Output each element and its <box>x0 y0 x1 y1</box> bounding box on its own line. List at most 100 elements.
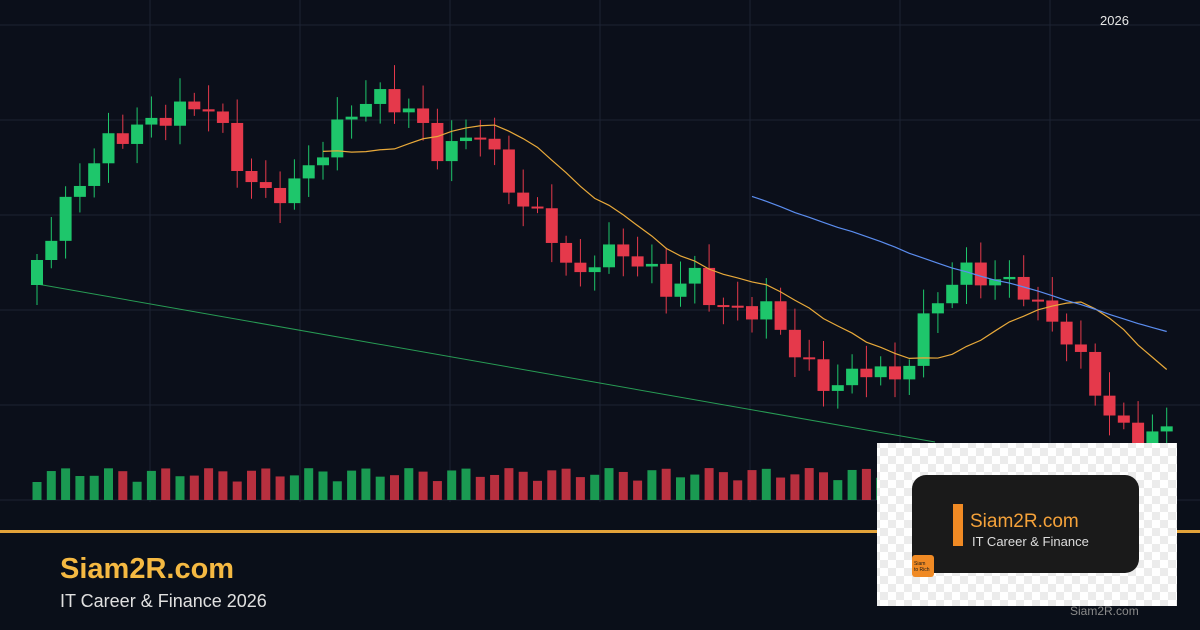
candle-body <box>445 141 458 162</box>
volume-bar <box>533 480 542 500</box>
volume-bar <box>261 468 271 500</box>
logo-card <box>912 475 1139 573</box>
volume-bar <box>561 468 571 500</box>
volume-bar <box>776 477 786 500</box>
logo-icon <box>912 555 934 577</box>
candle-body <box>703 267 716 306</box>
volume-bar <box>547 470 557 500</box>
volume-bar <box>819 472 828 500</box>
volume-bar <box>247 470 256 500</box>
volume-bar <box>790 474 800 500</box>
candle-body <box>174 101 186 126</box>
volume-bar <box>146 470 156 500</box>
candle-body <box>803 357 816 360</box>
candle-body <box>746 306 758 320</box>
volume-bar <box>161 468 171 500</box>
volume-bar <box>633 480 643 500</box>
volume-bar <box>718 472 728 500</box>
candle-body <box>817 359 830 391</box>
candle-body <box>645 263 658 267</box>
volume-bar <box>318 471 328 500</box>
candle-body <box>431 122 444 162</box>
volume-bar <box>647 470 657 500</box>
logo-overlay: Siam2R.com IT Career & Finance Siam to R… <box>877 443 1177 606</box>
candle-body <box>531 206 544 209</box>
candle-body <box>946 284 959 304</box>
candle-body <box>960 262 973 285</box>
logo-icon-text: to Rich <box>914 567 930 573</box>
volume-bar <box>304 468 314 500</box>
candle-body <box>374 89 387 104</box>
volume-bar <box>175 476 185 500</box>
volume-bar <box>132 481 142 500</box>
volume-bar <box>32 482 42 500</box>
candle-body <box>274 187 287 204</box>
candle-body <box>688 267 701 284</box>
candle-body <box>1160 426 1173 432</box>
candle-body <box>31 260 43 285</box>
volume-bar <box>418 471 428 500</box>
candle-body <box>474 137 487 140</box>
volume-bar <box>690 474 700 500</box>
watermark: Siam2R.com <box>1070 604 1139 618</box>
candle-body <box>345 116 358 120</box>
candle-body <box>288 178 301 204</box>
volume-bar <box>89 475 99 500</box>
volume-bar <box>432 481 442 500</box>
candle-body <box>731 305 744 308</box>
volume-bar <box>861 468 871 500</box>
volume-bar <box>61 468 71 500</box>
volume-bar <box>461 468 471 500</box>
candle-body <box>760 301 773 320</box>
volume-bar <box>804 468 814 500</box>
candle-body <box>388 89 401 113</box>
candle-body <box>402 108 415 113</box>
volume-bar <box>604 468 614 500</box>
volume-bar <box>733 480 743 500</box>
volume-bar <box>504 468 514 500</box>
candle-body <box>1132 422 1145 448</box>
volume-bar <box>275 476 285 500</box>
volume-bar <box>747 470 757 500</box>
volume-bar <box>375 476 385 500</box>
candle-body <box>603 244 615 268</box>
candle-body <box>846 368 859 386</box>
candle-body <box>574 262 587 273</box>
volume-bar <box>218 471 228 500</box>
candle-body <box>889 366 901 380</box>
volume-bar <box>833 480 843 500</box>
candle-body <box>903 365 916 380</box>
volume-bar <box>204 468 214 500</box>
candle-body <box>73 185 86 197</box>
candle-body <box>1017 276 1030 300</box>
candle-body <box>159 117 172 126</box>
candle-body <box>1046 300 1059 322</box>
candle-body <box>216 111 229 123</box>
candles <box>31 65 1173 466</box>
volume-bar <box>447 470 457 500</box>
candle-body <box>231 122 244 171</box>
candle-body <box>545 208 558 243</box>
candle-body <box>788 329 801 358</box>
grid <box>0 0 1200 502</box>
candle-body <box>989 279 1002 286</box>
candle-body <box>617 244 630 257</box>
logo-tagline: IT Career & Finance <box>972 534 1089 549</box>
volume-bar <box>676 477 685 500</box>
candle-body <box>831 385 844 391</box>
volume-bar <box>189 475 199 500</box>
volume-bar <box>104 468 113 500</box>
volume-bar <box>518 471 528 500</box>
volume-bar <box>475 476 485 500</box>
volume-bar <box>404 468 414 500</box>
volume-bar <box>289 475 299 500</box>
candle-body <box>931 303 944 314</box>
candle-body <box>1074 344 1087 352</box>
brand-tagline: IT Career & Finance 2026 <box>60 591 267 611</box>
logo-accent <box>953 504 963 546</box>
divider <box>0 530 1200 533</box>
candle-body <box>331 119 344 158</box>
logo-name: Siam2R.com <box>970 511 1079 532</box>
